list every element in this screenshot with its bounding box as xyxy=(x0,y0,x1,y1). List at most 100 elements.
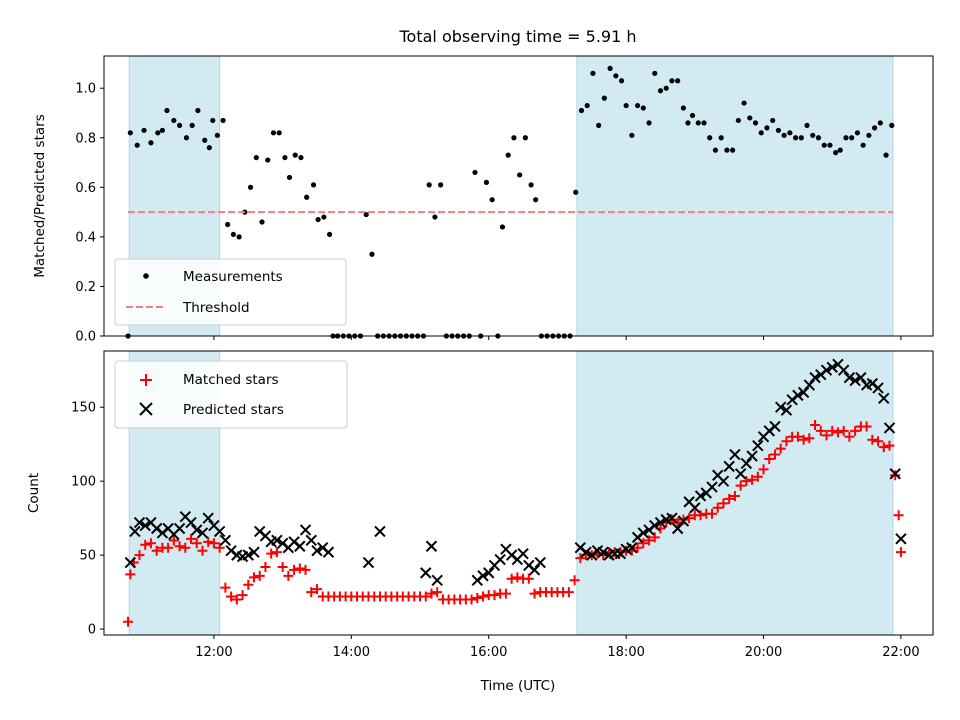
measurement-point xyxy=(298,154,304,161)
matched-star-point xyxy=(781,436,792,447)
measurement-point xyxy=(183,135,190,141)
measurement-point xyxy=(640,105,646,111)
measurement-point xyxy=(781,132,787,138)
count-axes-frame xyxy=(103,350,934,636)
matched-star-point xyxy=(850,425,861,436)
measurement-point xyxy=(849,135,855,141)
measurement-point xyxy=(618,78,625,84)
measurement-point xyxy=(701,120,707,126)
ratio-legend-box xyxy=(114,258,347,326)
matched-star-point xyxy=(478,591,489,602)
measurement-point xyxy=(741,100,747,106)
predicted-star-point xyxy=(139,519,151,532)
measurement-point xyxy=(695,120,701,126)
ratio-legend: Measurements Threshold xyxy=(114,258,347,326)
matched-star-point xyxy=(735,480,746,491)
measurement-point xyxy=(712,147,719,153)
matched-star-point xyxy=(575,553,586,564)
matched-star-point xyxy=(300,564,311,575)
count-plot-area xyxy=(123,358,907,627)
measurement-point xyxy=(202,137,208,143)
matched-star-point xyxy=(747,474,758,485)
measurement-point xyxy=(247,184,254,190)
measurement-point xyxy=(623,102,629,109)
y-tick-label: 0.4 xyxy=(75,230,96,245)
matched-star-point xyxy=(644,535,655,546)
count-y-axis-label: Count xyxy=(26,473,42,513)
matched-star-point xyxy=(695,510,706,521)
measurement-point xyxy=(833,150,839,156)
matched-star-point xyxy=(472,593,483,604)
matched-star-point xyxy=(827,425,838,436)
matched-star-point xyxy=(174,541,185,552)
measurement-point xyxy=(584,102,590,109)
measurement-point xyxy=(253,154,259,161)
measurement-point xyxy=(787,130,793,136)
measurement-point xyxy=(265,157,271,163)
predicted-star-point xyxy=(740,457,753,470)
predicted-star-point xyxy=(872,382,884,394)
matched-star-point xyxy=(140,539,151,550)
matched-star-point xyxy=(283,570,294,581)
y-tick-label: 0.2 xyxy=(75,280,96,295)
matched-star-point xyxy=(764,453,775,464)
matched-star-point xyxy=(506,573,517,584)
matched-star-point xyxy=(638,538,649,549)
predicted-star-point xyxy=(374,525,386,538)
matched-star-point xyxy=(512,572,523,583)
chart-title: Total observing time = 5.91 h xyxy=(398,27,636,46)
matched-star-point xyxy=(145,538,156,549)
measurement-point xyxy=(613,73,619,79)
predicted-star-point xyxy=(826,361,838,373)
predicted-star-point xyxy=(305,534,317,547)
measurement-point xyxy=(573,189,579,195)
x-axis-label: Time (UTC) xyxy=(480,678,556,694)
predicted-star-point xyxy=(849,374,861,387)
predicted-star-point xyxy=(775,401,787,413)
measurement-point xyxy=(634,102,641,109)
matched-star-point xyxy=(208,538,219,549)
predicted-star-point xyxy=(677,515,690,527)
y-tick-label: 0.0 xyxy=(75,330,96,345)
predicted-star-point xyxy=(706,481,718,493)
matched-star-point xyxy=(191,538,202,549)
matched-star-point xyxy=(123,616,134,627)
measurement-point xyxy=(629,132,635,138)
matched-star-point xyxy=(884,440,895,451)
predicted-star-point xyxy=(855,371,867,384)
predicted-star-point xyxy=(780,404,793,416)
y-tick-label: 100 xyxy=(71,475,96,490)
measurement-point xyxy=(159,127,165,133)
measurement-point xyxy=(282,154,288,161)
matched-star-point xyxy=(134,550,145,561)
matched-star-point xyxy=(277,561,288,572)
x-tick-label: 12:00 xyxy=(195,645,232,660)
matched-star-point xyxy=(666,514,677,525)
matched-star-point xyxy=(489,590,500,601)
measurement-point xyxy=(214,132,220,138)
matched-star-point xyxy=(678,514,689,525)
measurement-point xyxy=(718,135,724,141)
measurement-point xyxy=(724,147,730,153)
observing-window-bands xyxy=(128,55,894,337)
matched-star-point xyxy=(231,594,242,605)
y-tick-label: 50 xyxy=(79,549,96,564)
predicted-star-point xyxy=(837,364,850,376)
measurement-point xyxy=(286,174,293,181)
matched-star-point xyxy=(466,594,477,605)
matched-star-point xyxy=(821,430,832,441)
predicted-star-point xyxy=(219,534,232,547)
measurement-point xyxy=(210,117,216,124)
measurement-point xyxy=(877,120,883,126)
measurement-point xyxy=(363,211,369,218)
measurement-point xyxy=(270,130,277,136)
measurement-point xyxy=(669,78,675,84)
matched-star-point xyxy=(775,443,786,454)
measurement-point xyxy=(815,135,822,141)
ratio-axes-frame xyxy=(103,55,934,337)
measurement-point xyxy=(426,182,432,188)
measurement-point xyxy=(770,117,776,124)
measurement-point xyxy=(148,140,154,146)
matched-star-point xyxy=(844,431,855,442)
